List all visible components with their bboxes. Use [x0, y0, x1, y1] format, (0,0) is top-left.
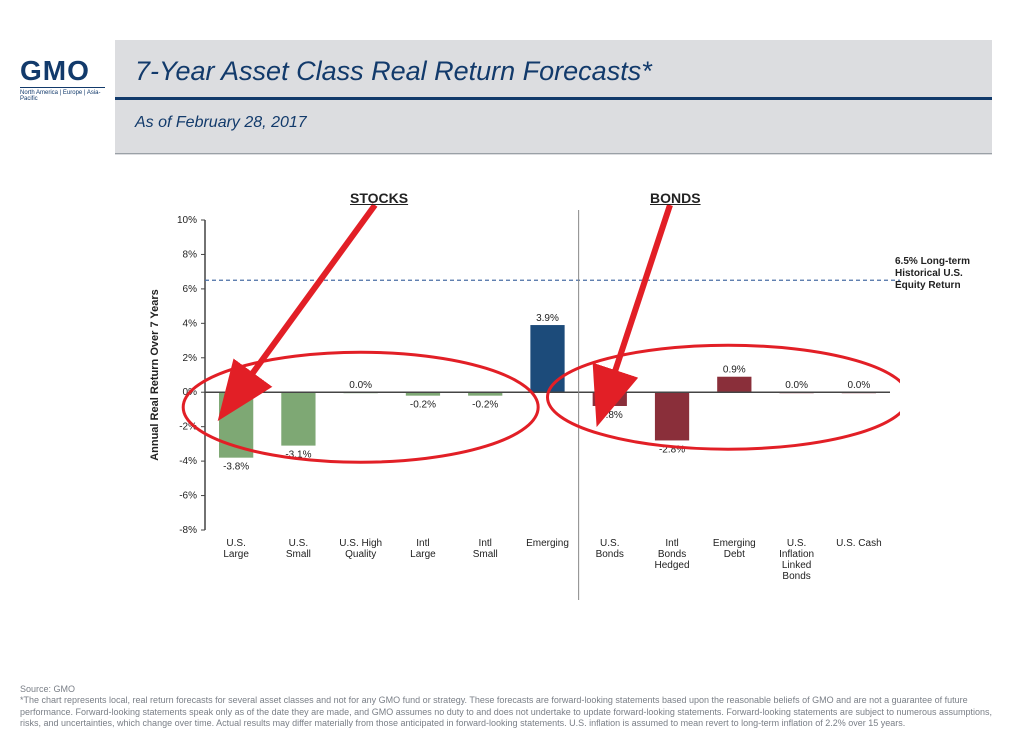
svg-text:Emerging: Emerging [713, 538, 756, 549]
bonds-annotation: BONDS [650, 190, 701, 206]
svg-text:U.S.: U.S. [600, 538, 619, 549]
svg-text:Large: Large [223, 549, 249, 560]
svg-text:6%: 6% [183, 284, 198, 295]
chart-container: STOCKS BONDS -8%-6%-4%-2%0%2%4%6%8%10%An… [140, 190, 900, 610]
bar [530, 325, 564, 392]
svg-text:-8%: -8% [179, 525, 197, 536]
logo: GMO North America | Europe | Asia-Pacifi… [20, 55, 105, 102]
stocks-annotation: STOCKS [350, 190, 408, 206]
bar [655, 392, 689, 440]
forecast-bar-chart: -8%-6%-4%-2%0%2%4%6%8%10%Annual Real Ret… [140, 190, 900, 610]
logo-text: GMO [20, 55, 105, 87]
svg-text:Bonds: Bonds [782, 571, 810, 582]
svg-text:Linked: Linked [782, 560, 811, 571]
svg-text:Hedged: Hedged [655, 560, 690, 571]
reference-line-label: 6.5% Long-term Historical U.S. Equity Re… [895, 256, 990, 292]
svg-text:4%: 4% [183, 318, 198, 329]
svg-text:U.S.: U.S. [289, 538, 308, 549]
svg-text:Large: Large [410, 549, 436, 560]
svg-text:Quality: Quality [345, 549, 376, 560]
svg-text:-3.8%: -3.8% [223, 462, 249, 473]
footer-disclaimer: *The chart represents local, real return… [20, 695, 992, 729]
svg-text:Emerging: Emerging [526, 538, 569, 549]
bar [593, 392, 627, 406]
bar [281, 392, 315, 445]
svg-text:Annual Real Return Over 7 Year: Annual Real Return Over 7 Years [149, 289, 161, 461]
title-rule [115, 97, 992, 100]
footer-source: Source: GMO [20, 684, 992, 695]
svg-text:U.S. Cash: U.S. Cash [836, 538, 882, 549]
svg-text:3.9%: 3.9% [536, 313, 559, 324]
svg-text:Debt: Debt [724, 549, 745, 560]
svg-text:8%: 8% [183, 249, 198, 260]
svg-text:0.0%: 0.0% [349, 380, 372, 391]
svg-text:-0.8%: -0.8% [597, 410, 623, 421]
svg-text:Intl: Intl [665, 538, 678, 549]
svg-text:Inflation: Inflation [779, 549, 814, 560]
footer: Source: GMO *The chart represents local,… [20, 684, 992, 729]
as-of-date: As of February 28, 2017 [135, 114, 307, 132]
bar [717, 377, 751, 393]
page: GMO North America | Europe | Asia-Pacifi… [0, 0, 1012, 744]
svg-text:Bonds: Bonds [596, 549, 624, 560]
svg-text:0.9%: 0.9% [723, 365, 746, 376]
svg-text:10%: 10% [177, 215, 197, 226]
svg-text:-4%: -4% [179, 456, 197, 467]
svg-text:Intl: Intl [416, 538, 429, 549]
svg-text:U.S. High: U.S. High [339, 538, 382, 549]
svg-text:-0.2%: -0.2% [410, 400, 436, 411]
svg-text:0.0%: 0.0% [785, 380, 808, 391]
logo-subtext: North America | Europe | Asia-Pacific [20, 87, 105, 102]
svg-text:0.0%: 0.0% [847, 380, 870, 391]
svg-text:2%: 2% [183, 353, 198, 364]
page-title: 7-Year Asset Class Real Return Forecasts… [135, 56, 652, 87]
svg-text:U.S.: U.S. [787, 538, 806, 549]
svg-text:Intl: Intl [479, 538, 492, 549]
svg-text:-0.2%: -0.2% [472, 400, 498, 411]
svg-text:Small: Small [473, 549, 498, 560]
secondary-rule [115, 153, 992, 154]
svg-text:Small: Small [286, 549, 311, 560]
svg-text:U.S.: U.S. [226, 538, 245, 549]
svg-text:-6%: -6% [179, 491, 197, 502]
svg-text:Bonds: Bonds [658, 549, 686, 560]
